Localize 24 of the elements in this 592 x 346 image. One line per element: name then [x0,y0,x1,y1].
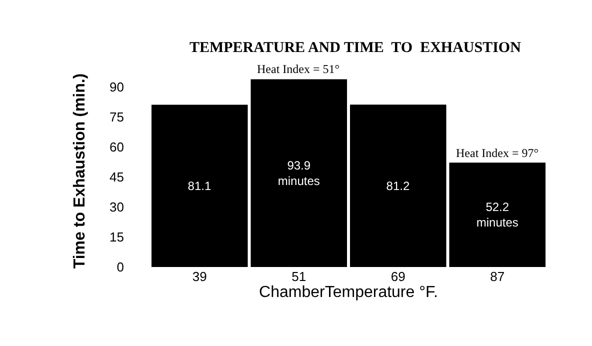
x-axis-title: ChamberTemperature °F. [259,284,438,301]
bar [250,79,348,267]
data-label: 52.2 minutes [476,200,518,230]
bar [151,104,248,267]
annotation: Heat Index = 97° [456,146,539,160]
x-tick-label: 39 [192,269,207,284]
y-tick-label: 75 [110,110,124,125]
x-tick-label: 87 [490,269,505,284]
y-tick-label: 60 [110,140,124,155]
y-tick-label: 30 [110,200,124,215]
annotation: Heat Index = 51° [257,62,340,76]
y-tick-label: 45 [110,170,124,185]
x-tick-label: 51 [292,269,306,284]
chart-title: TEMPERATURE AND TIME TO EXHAUSTION [189,40,522,56]
y-tick-label: 90 [110,80,124,95]
bar [449,162,546,267]
y-tick-label: 0 [116,260,124,275]
x-tick-label: 69 [390,269,406,284]
y-tick-label: 15 [110,230,124,245]
bar [350,104,446,267]
data-label: 81.2 [386,178,410,193]
y-axis-title: Time to Exhaustion (min.) [71,73,88,269]
data-label: 93.9 minutes [278,158,320,188]
data-label: 81.1 [188,178,212,193]
